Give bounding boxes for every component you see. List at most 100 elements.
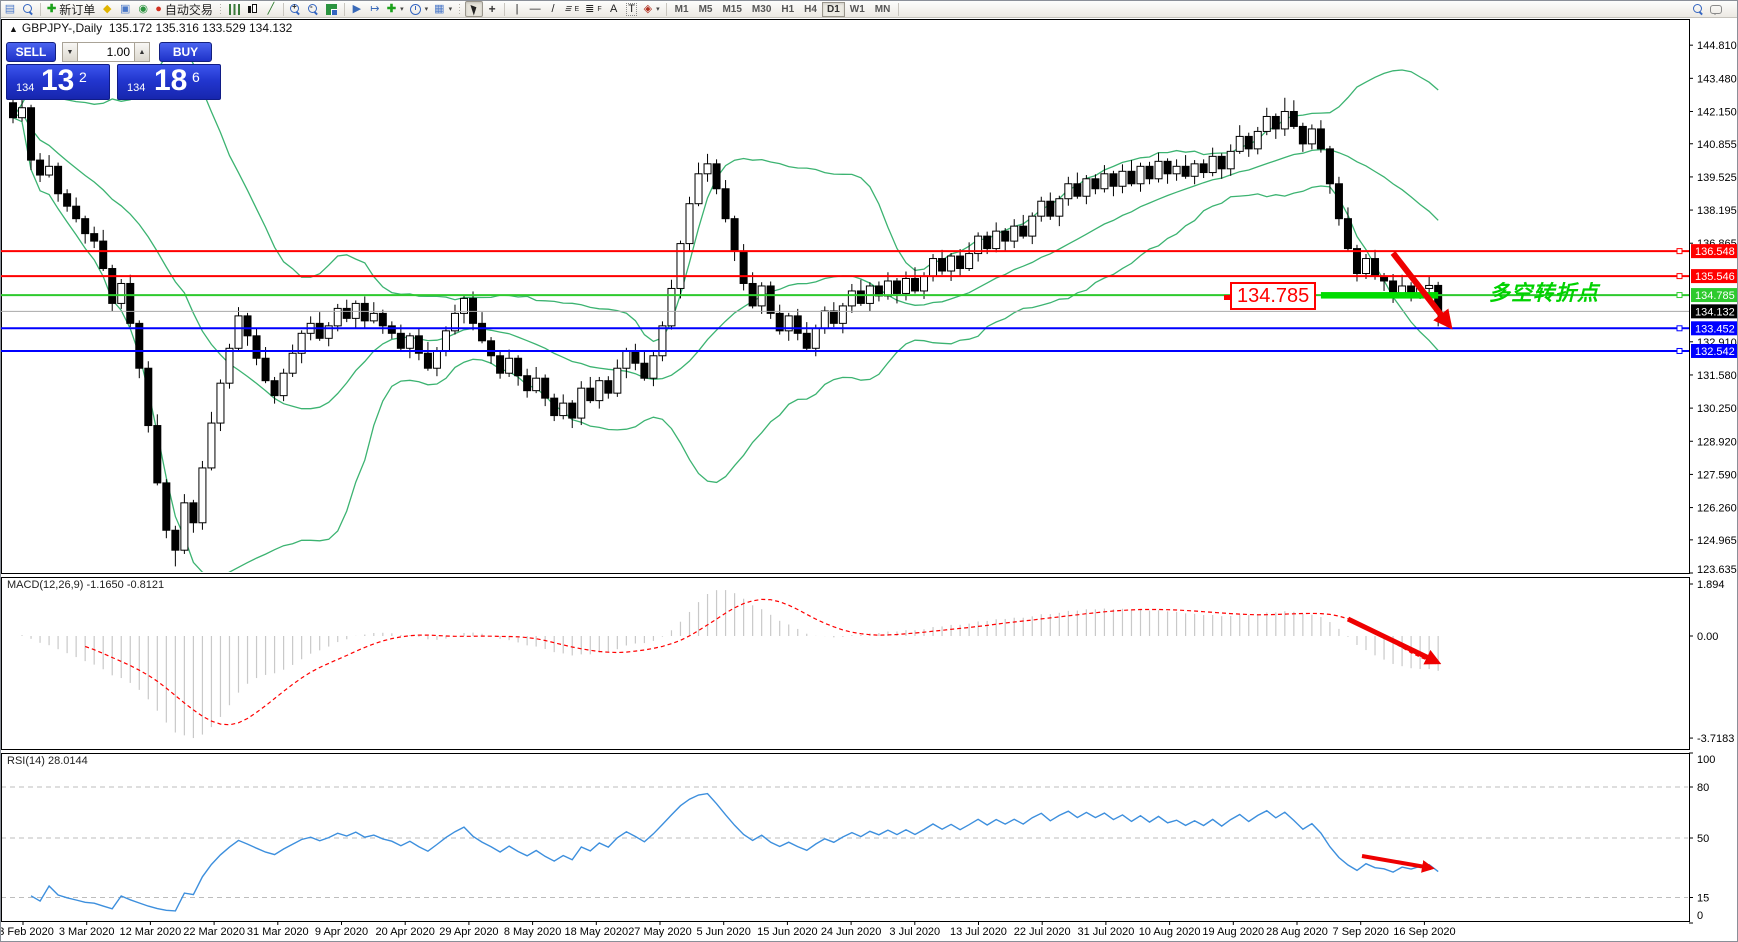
line-handle[interactable] xyxy=(1676,292,1683,299)
trend-arrow-main[interactable] xyxy=(1390,251,1453,330)
line-chart-button[interactable]: ╱ xyxy=(262,1,280,17)
metaeditor-icon[interactable]: ◆ xyxy=(103,2,112,15)
price-callout-text[interactable]: 134.785 xyxy=(1223,282,1317,310)
sell-price-box[interactable]: 134 13 2 xyxy=(6,64,110,100)
time-axis-label[interactable]: 8 May 2020 xyxy=(504,926,561,938)
candlestick-chart-button[interactable] xyxy=(244,1,262,17)
time-axis-label[interactable]: 28 Aug 2020 xyxy=(1266,926,1328,938)
line-handle[interactable] xyxy=(1676,325,1683,332)
sell-button[interactable]: SELL xyxy=(6,42,56,62)
bar-chart-button[interactable] xyxy=(226,1,244,17)
toolbar-drag-handle[interactable] xyxy=(458,3,463,15)
time-axis-label[interactable]: 13 Jul 2020 xyxy=(950,926,1007,938)
candle-down xyxy=(189,502,198,524)
timeframe-button-W1[interactable]: W1 xyxy=(849,3,865,15)
equidistant-channel-tool[interactable]: ≡ E xyxy=(563,2,580,15)
vertical-line-tool[interactable]: | xyxy=(508,1,526,17)
timeframe-button-MN[interactable]: MN xyxy=(874,3,891,15)
time-axis-label[interactable]: 16 Sep 2020 xyxy=(1393,926,1455,938)
cursor-tool-button[interactable] xyxy=(465,1,484,17)
time-axis-label[interactable]: 22 Jul 2020 xyxy=(1014,926,1071,938)
templates-button[interactable]: ▦ ▾ xyxy=(434,2,453,15)
bollinger-lower-line xyxy=(12,117,1439,572)
horizontal-line-tool[interactable]: — xyxy=(526,1,544,17)
time-axis-label[interactable]: 27 May 2020 xyxy=(628,926,692,938)
new-order-button[interactable]: ✚ 新订单 xyxy=(44,1,98,17)
candle-down xyxy=(261,357,270,382)
time-axis-label[interactable]: 22 Mar 2020 xyxy=(183,926,245,938)
candle-up xyxy=(901,277,910,294)
profiles-icon[interactable] xyxy=(19,1,37,17)
volume-input[interactable] xyxy=(78,42,134,62)
volume-decrease-button[interactable]: ▼ xyxy=(62,42,78,62)
timeframe-button-H1[interactable]: H1 xyxy=(781,3,795,15)
turning-point-highlight-bar[interactable] xyxy=(1320,292,1439,299)
volume-increase-button[interactable]: ▲ xyxy=(134,42,150,62)
text-label-tool[interactable]: T xyxy=(623,1,641,17)
time-axis-label[interactable]: 7 Sep 2020 xyxy=(1333,926,1389,938)
time-axis-label[interactable]: 9 Apr 2020 xyxy=(315,926,368,938)
time-axis-label[interactable]: 29 Apr 2020 xyxy=(439,926,498,938)
time-axis-label[interactable]: 31 Mar 2020 xyxy=(247,926,309,938)
time-axis-label[interactable]: 12 Mar 2020 xyxy=(120,926,182,938)
line-handle[interactable] xyxy=(1676,273,1683,280)
tile-windows-button[interactable] xyxy=(323,1,341,17)
terminal-icon[interactable]: ▣ xyxy=(120,2,131,15)
timeframe-button-M5[interactable]: M5 xyxy=(698,3,713,15)
line-handle[interactable] xyxy=(1676,347,1683,354)
toolbar-drag-handle[interactable] xyxy=(218,3,223,15)
periods-button[interactable]: ▾ xyxy=(407,1,432,17)
text-icon: A xyxy=(610,2,618,15)
candle-down xyxy=(387,325,396,334)
candle-up xyxy=(234,315,243,349)
zoom-in-button[interactable]: + xyxy=(287,1,305,17)
time-axis-label[interactable]: 10 Aug 2020 xyxy=(1139,926,1201,938)
search-button[interactable] xyxy=(1689,1,1707,17)
candle-down xyxy=(640,362,649,379)
turning-point-annotation[interactable]: 多空转折点 xyxy=(1489,282,1599,305)
macd-axis-label: -3.7183 xyxy=(1697,733,1734,745)
candle-up xyxy=(974,235,983,255)
timeframe-button-M1[interactable]: M1 xyxy=(674,3,689,15)
time-axis-label[interactable]: 24 Jun 2020 xyxy=(821,926,882,938)
fibonacci-tool[interactable]: ≣ F xyxy=(585,2,602,15)
scroll-to-end-button[interactable]: ▶ xyxy=(348,1,366,17)
trend-arrow-rsi[interactable] xyxy=(1361,854,1435,873)
time-axis-label[interactable]: 18 May 2020 xyxy=(564,926,628,938)
add-indicator-button[interactable]: ✚ ▾ xyxy=(386,2,404,15)
sell-price-big: 13 xyxy=(41,64,75,97)
time-axis-label[interactable]: 20 Apr 2020 xyxy=(376,926,435,938)
candle-up xyxy=(784,315,793,332)
time-axis-label[interactable]: 23 Feb 2020 xyxy=(1,926,54,938)
buy-button[interactable]: BUY xyxy=(159,42,212,62)
time-axis-label[interactable]: 15 Jun 2020 xyxy=(757,926,818,938)
charts-window-icon[interactable]: ▤ xyxy=(4,2,16,15)
candle-down xyxy=(1334,183,1343,220)
line-handle[interactable] xyxy=(1676,248,1683,255)
trend-arrow-macd[interactable] xyxy=(1346,616,1442,665)
time-axis-label[interactable]: 5 Jun 2020 xyxy=(696,926,750,938)
chart-shift-button[interactable]: ↦ xyxy=(366,1,384,17)
timeframe-button-H4[interactable]: H4 xyxy=(804,3,817,15)
timeframe-button-M30[interactable]: M30 xyxy=(751,3,772,15)
autotrading-label: 自动交易 xyxy=(164,2,213,17)
candle-down xyxy=(793,315,802,334)
trendline-tool[interactable]: / xyxy=(544,1,562,17)
autotrading-button[interactable]: ● 自动交易 xyxy=(152,1,216,17)
arrows-tool[interactable]: ◈ ▾ xyxy=(643,2,660,15)
crosshair-tool-button[interactable]: + xyxy=(483,1,501,17)
zoom-out-button[interactable]: - xyxy=(305,1,323,17)
collapse-marker-icon[interactable]: ▲ xyxy=(9,24,18,34)
strategy-tester-icon[interactable]: ◉ xyxy=(138,2,149,15)
time-axis-label[interactable]: 31 Jul 2020 xyxy=(1077,926,1134,938)
time-axis-label[interactable]: 3 Jul 2020 xyxy=(889,926,940,938)
time-axis-label[interactable]: 3 Mar 2020 xyxy=(59,926,115,938)
timeframe-button-D1[interactable]: D1 xyxy=(821,1,845,17)
chat-button[interactable] xyxy=(1707,1,1725,17)
price-axis-label: 126.260 xyxy=(1697,503,1737,515)
buy-price-box[interactable]: 134 18 6 xyxy=(117,64,221,100)
timeframe-button-M15[interactable]: M15 xyxy=(722,3,742,15)
candle-down xyxy=(9,102,17,119)
text-tool[interactable]: A xyxy=(605,1,623,17)
time-axis-label[interactable]: 19 Aug 2020 xyxy=(1202,926,1264,938)
